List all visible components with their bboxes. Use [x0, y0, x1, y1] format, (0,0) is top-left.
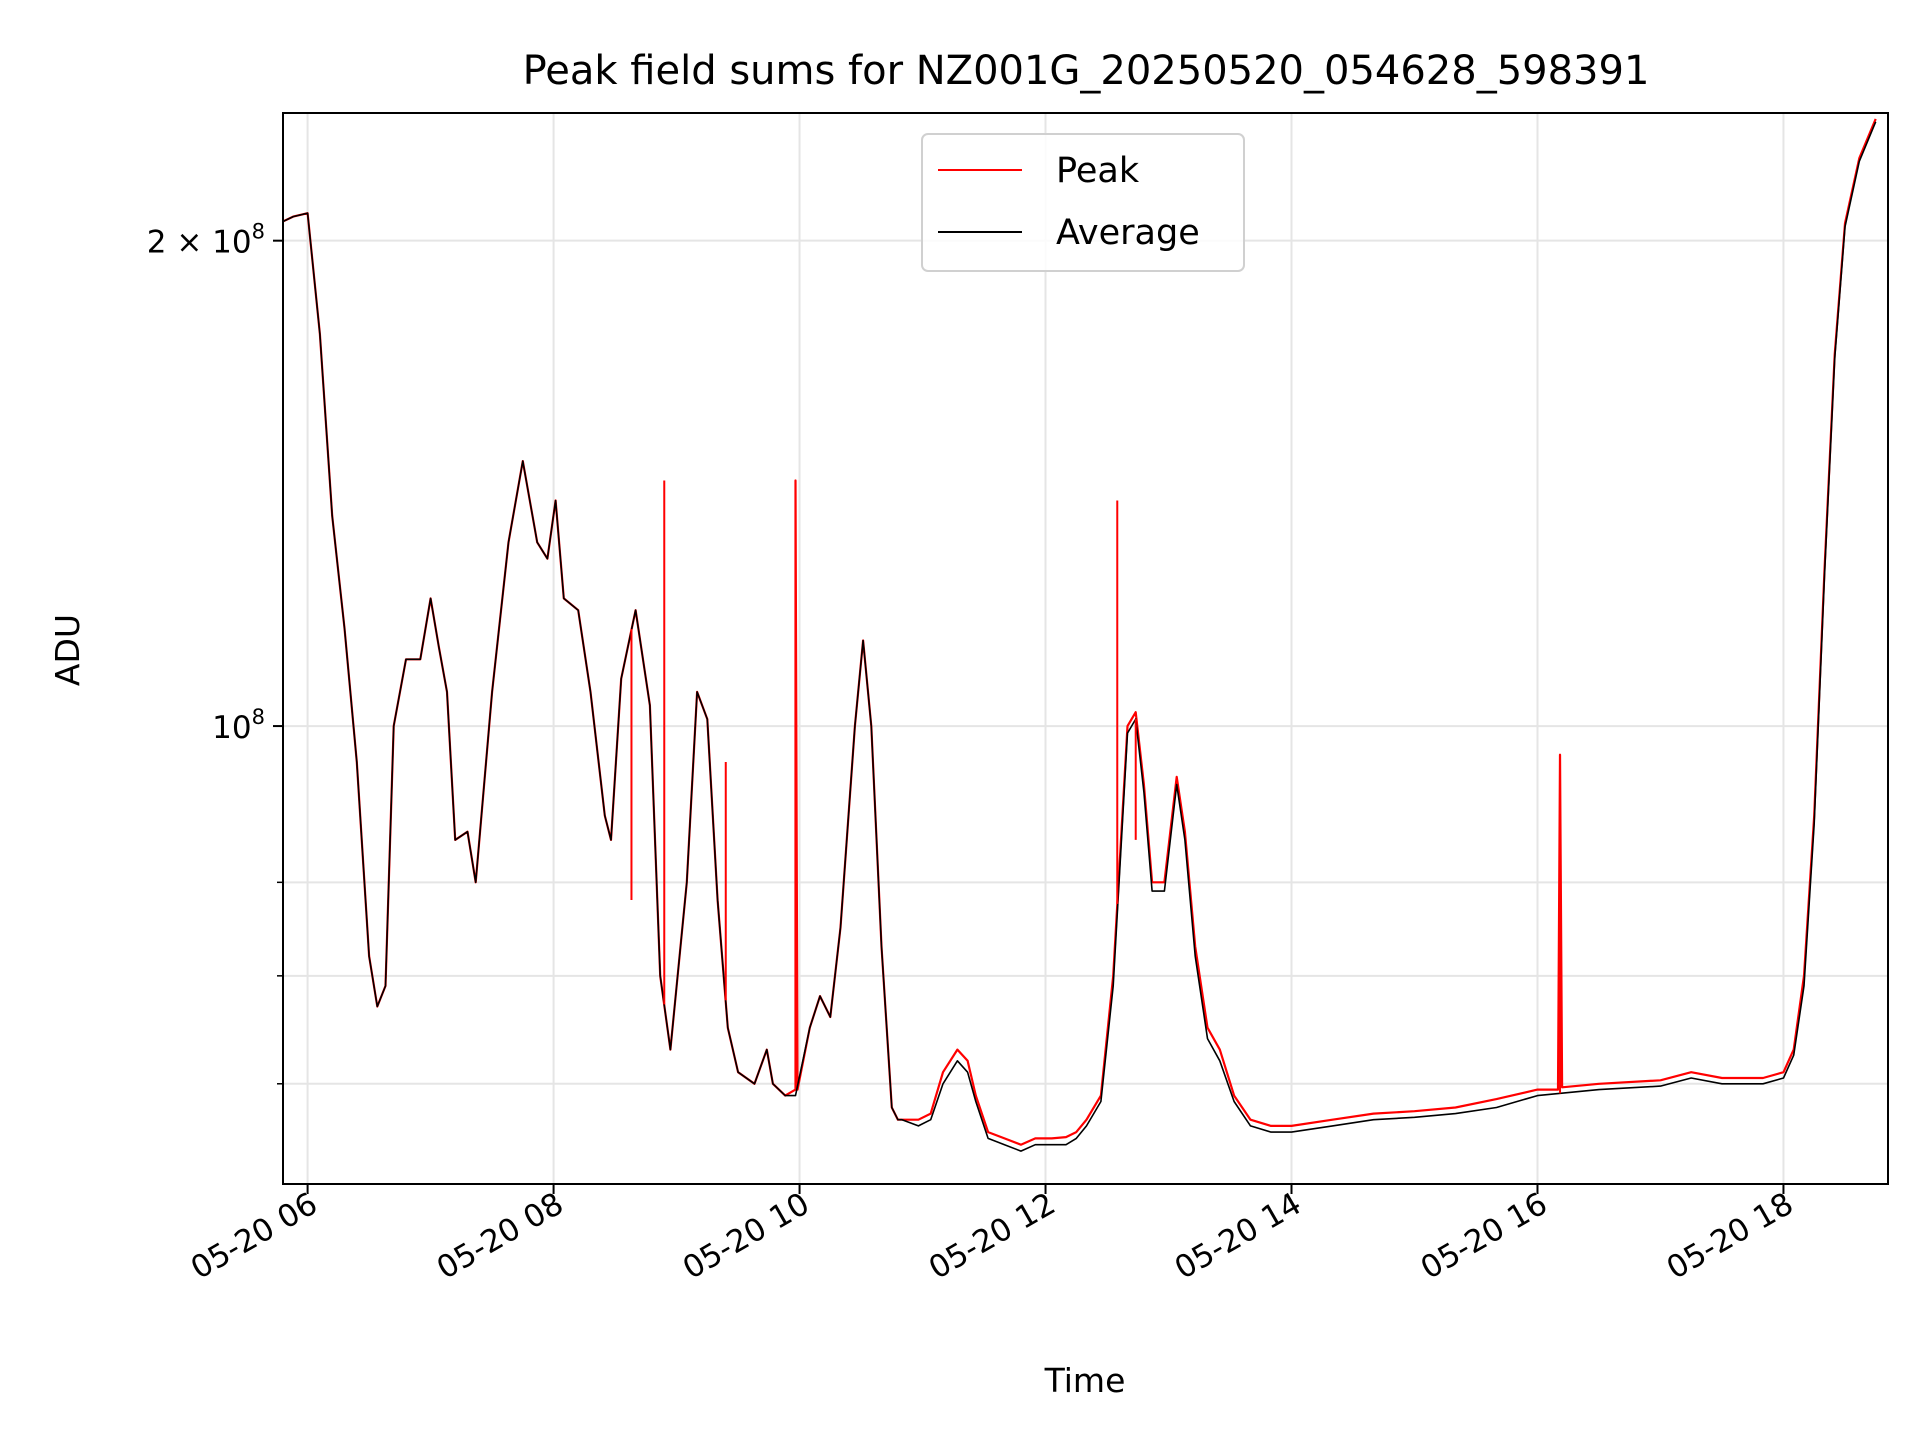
- legend-box: [921, 133, 1245, 272]
- series-average-line: [283, 121, 1877, 1152]
- y-tick-label: 2 × 108: [147, 220, 265, 261]
- grid: [283, 113, 1888, 1184]
- x-axis-title: Time: [1044, 1361, 1126, 1400]
- series-layer: [283, 118, 1877, 1152]
- legend: Peak Average: [921, 133, 1245, 272]
- legend-average-label: Average: [1056, 213, 1200, 253]
- plot-frame: [282, 112, 1889, 1185]
- legend-peak-label: Peak: [1056, 151, 1140, 191]
- chart-title: Peak field sums for NZ001G_20250520_0546…: [523, 48, 1650, 94]
- y-axis-title: ADU: [48, 614, 87, 686]
- y-tick-label: 108: [212, 705, 265, 746]
